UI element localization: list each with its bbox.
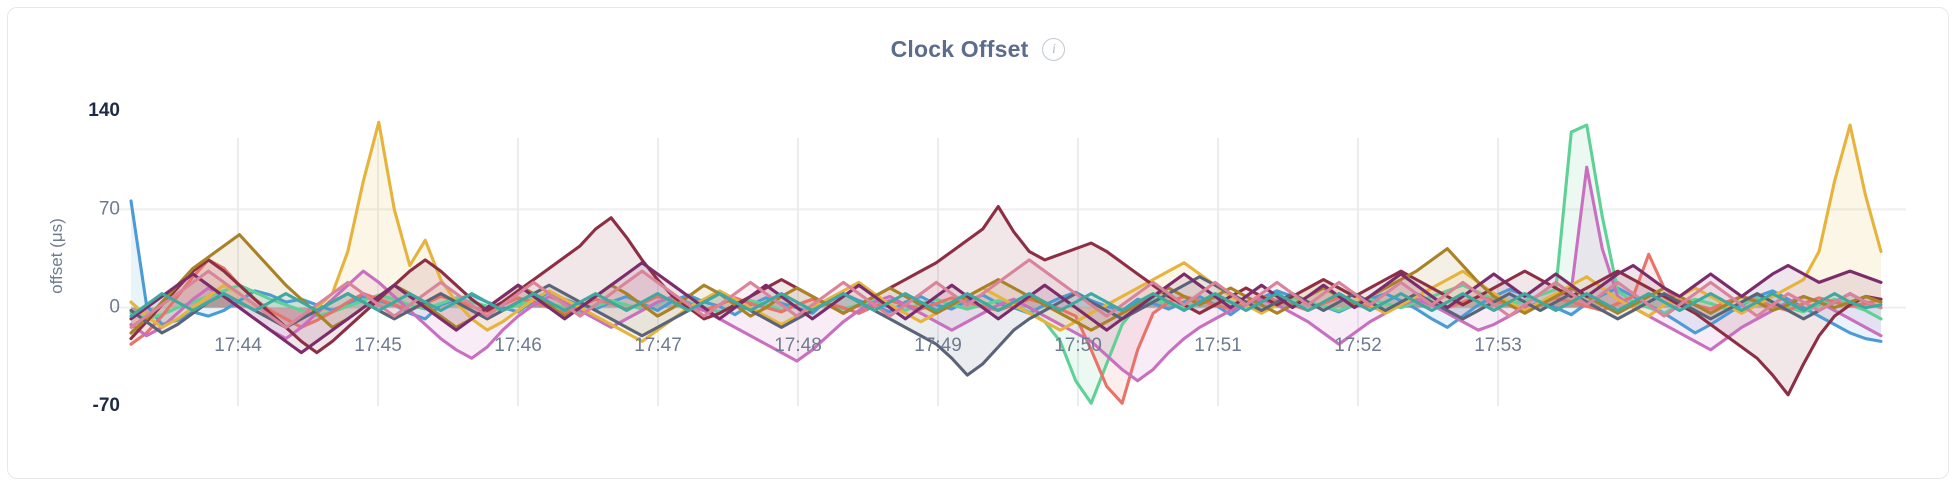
x-tick-label: 17:48 xyxy=(774,335,822,356)
vertical-gridlines xyxy=(237,138,1499,406)
y-tick-label: 140 xyxy=(88,100,120,121)
x-tick-label: 17:46 xyxy=(494,335,542,356)
y-axis-tick-labels: 140 70 0 -70 xyxy=(88,100,120,416)
series-area-node-10 xyxy=(131,259,1881,328)
x-tick-label: 17:53 xyxy=(1474,335,1522,356)
series-line-node-11[interactable] xyxy=(129,292,1883,318)
series-lines xyxy=(129,120,1883,405)
x-tick-label: 17:52 xyxy=(1334,335,1382,356)
series-line-node-5[interactable] xyxy=(129,120,1883,343)
x-tick-label: 17:49 xyxy=(914,335,962,356)
x-axis-tick-labels: 17:44 17:45 17:46 17:47 17:48 17:49 17:50 17:51… xyxy=(214,335,1522,356)
x-tick-label: 17:44 xyxy=(214,335,262,356)
y-tick-label: 0 xyxy=(109,297,120,318)
series-line-node-6[interactable] xyxy=(129,204,1883,397)
y-axis-title: offset (μs) xyxy=(47,218,66,294)
series-areas xyxy=(131,122,1881,404)
clock-offset-line-chart[interactable]: 140 70 0 -70 17:44 17:45 17:46 17:47 17:48 17:49… xyxy=(8,8,1950,480)
y-axis-title-label: offset (μs) xyxy=(47,218,66,294)
chart-card: Clock Offset i 140 70 0 -70 17:44 17:45 17:46… xyxy=(7,7,1949,479)
x-tick-label: 17:51 xyxy=(1194,335,1242,356)
x-tick-label: 17:47 xyxy=(634,335,682,356)
series-area-node-5 xyxy=(131,122,1881,342)
y-tick-label: 70 xyxy=(99,198,120,219)
series-line-node-10[interactable] xyxy=(129,258,1883,329)
y-tick-label: -70 xyxy=(93,395,120,416)
x-tick-label: 17:50 xyxy=(1054,335,1102,356)
x-tick-label: 17:45 xyxy=(354,335,402,356)
chart-plot-area[interactable]: 140 70 0 -70 17:44 17:45 17:46 17:47 17:48 17:49… xyxy=(8,8,1948,478)
